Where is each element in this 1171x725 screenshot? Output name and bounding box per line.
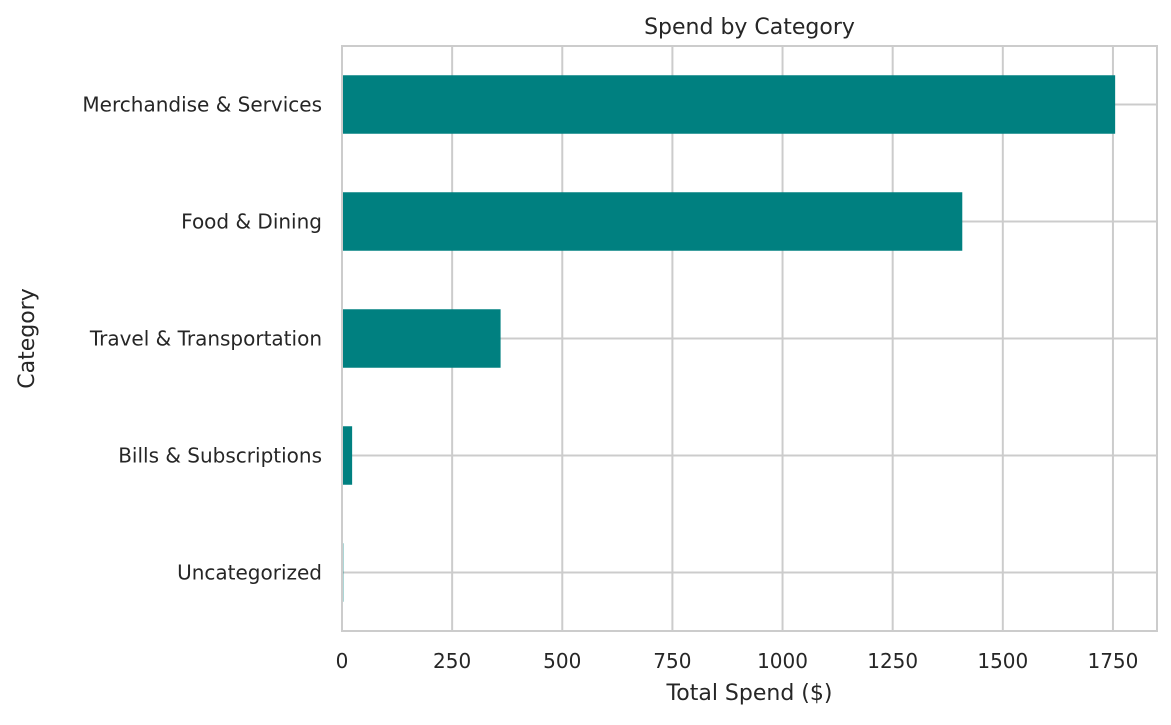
bar bbox=[342, 75, 1116, 134]
tick-labels: 0 250 500 750 1000 1250 1500 1750 Merchandise & … bbox=[82, 93, 1138, 674]
x-tick-label: 250 bbox=[433, 649, 471, 673]
x-tick-label: 750 bbox=[653, 649, 691, 673]
y-tick-label: Uncategorized bbox=[177, 561, 322, 585]
plot-border bbox=[341, 45, 1158, 632]
bar bbox=[342, 192, 963, 251]
y-tick-label: Food & Dining bbox=[181, 210, 322, 234]
x-axis-label: Total Spend ($) bbox=[666, 681, 833, 706]
y-axis-label: Category bbox=[15, 288, 40, 389]
x-tick-label: 500 bbox=[543, 649, 581, 673]
plot-frame bbox=[341, 45, 1158, 632]
x-tick-label: 1250 bbox=[867, 649, 918, 673]
y-tick-label: Bills & Subscriptions bbox=[118, 444, 322, 468]
x-tick-label: 1000 bbox=[757, 649, 808, 673]
x-tick-label: 1750 bbox=[1087, 649, 1138, 673]
x-tick-label: 0 bbox=[336, 649, 349, 673]
y-tick-label: Merchandise & Services bbox=[82, 93, 322, 117]
chart-title: Spend by Category bbox=[644, 15, 855, 40]
bars bbox=[342, 75, 1116, 602]
y-tick-label: Travel & Transportation bbox=[89, 327, 322, 351]
bar bbox=[342, 309, 501, 368]
bar bbox=[342, 426, 353, 485]
x-tick-label: 1500 bbox=[977, 649, 1028, 673]
